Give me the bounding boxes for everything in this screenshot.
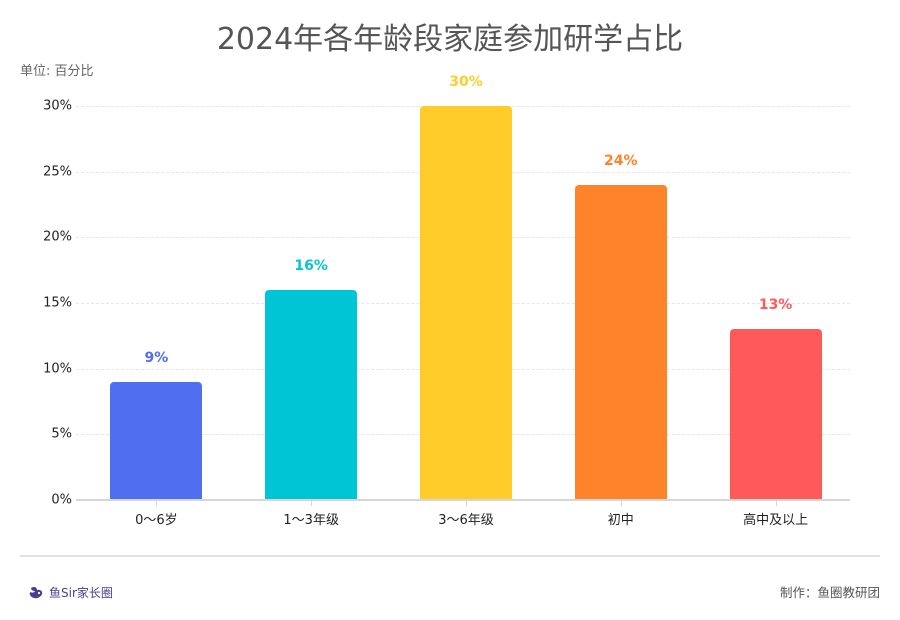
unit-label: 单位: 百分比: [20, 64, 94, 79]
credit-text: 制作：鱼圈教研团: [779, 585, 880, 600]
y-tick-label: 30%: [43, 98, 72, 114]
y-tick-label: 25%: [43, 164, 72, 180]
bar-value-label: 30%: [449, 74, 483, 90]
bar-senior-high-plus: [729, 329, 822, 500]
y-tick-label: 0%: [51, 492, 72, 508]
bar-chart: 30% 25% 20% 15% 10% 5% 0% 9% 16% 30% 24%…: [43, 74, 850, 528]
brand-name: 鱼Sir家长圈: [49, 586, 113, 600]
bar-grade-3-6: [420, 106, 512, 500]
x-category-label: 初中: [607, 513, 634, 528]
x-category-label: 1～3年级: [283, 513, 339, 528]
x-tick-mark: [156, 501, 158, 506]
bar-grade-1-3: [265, 289, 358, 500]
x-category-label: 0～6岁: [135, 513, 178, 528]
chart-title: 2024年各年龄段家庭参加研学占比: [216, 22, 684, 57]
y-tick-label: 15%: [43, 295, 72, 311]
x-tick-mark: [311, 501, 313, 506]
bar-value-label: 9%: [144, 349, 169, 366]
y-tick-label: 5%: [51, 426, 72, 442]
x-tick-mark: [775, 501, 777, 506]
bar-value-label: 24%: [604, 152, 638, 169]
x-category-label: 3～6年级: [438, 513, 494, 528]
brand-logo: 鱼Sir家长圈: [28, 584, 113, 601]
y-tick-label: 20%: [43, 229, 72, 245]
x-tick-mark: [466, 501, 467, 506]
bar-junior-high: [574, 184, 667, 500]
x-category-label: 高中及以上: [743, 513, 809, 528]
x-tick-mark: [620, 501, 622, 506]
bar-value-label: 13%: [758, 297, 793, 314]
fish-logo-icon: [28, 586, 44, 600]
footer-divider: [20, 555, 880, 557]
bar-0-6: [110, 381, 203, 500]
bar-value-label: 16%: [294, 257, 328, 274]
x-axis-line: [76, 499, 850, 501]
y-tick-label: 10%: [43, 361, 72, 377]
